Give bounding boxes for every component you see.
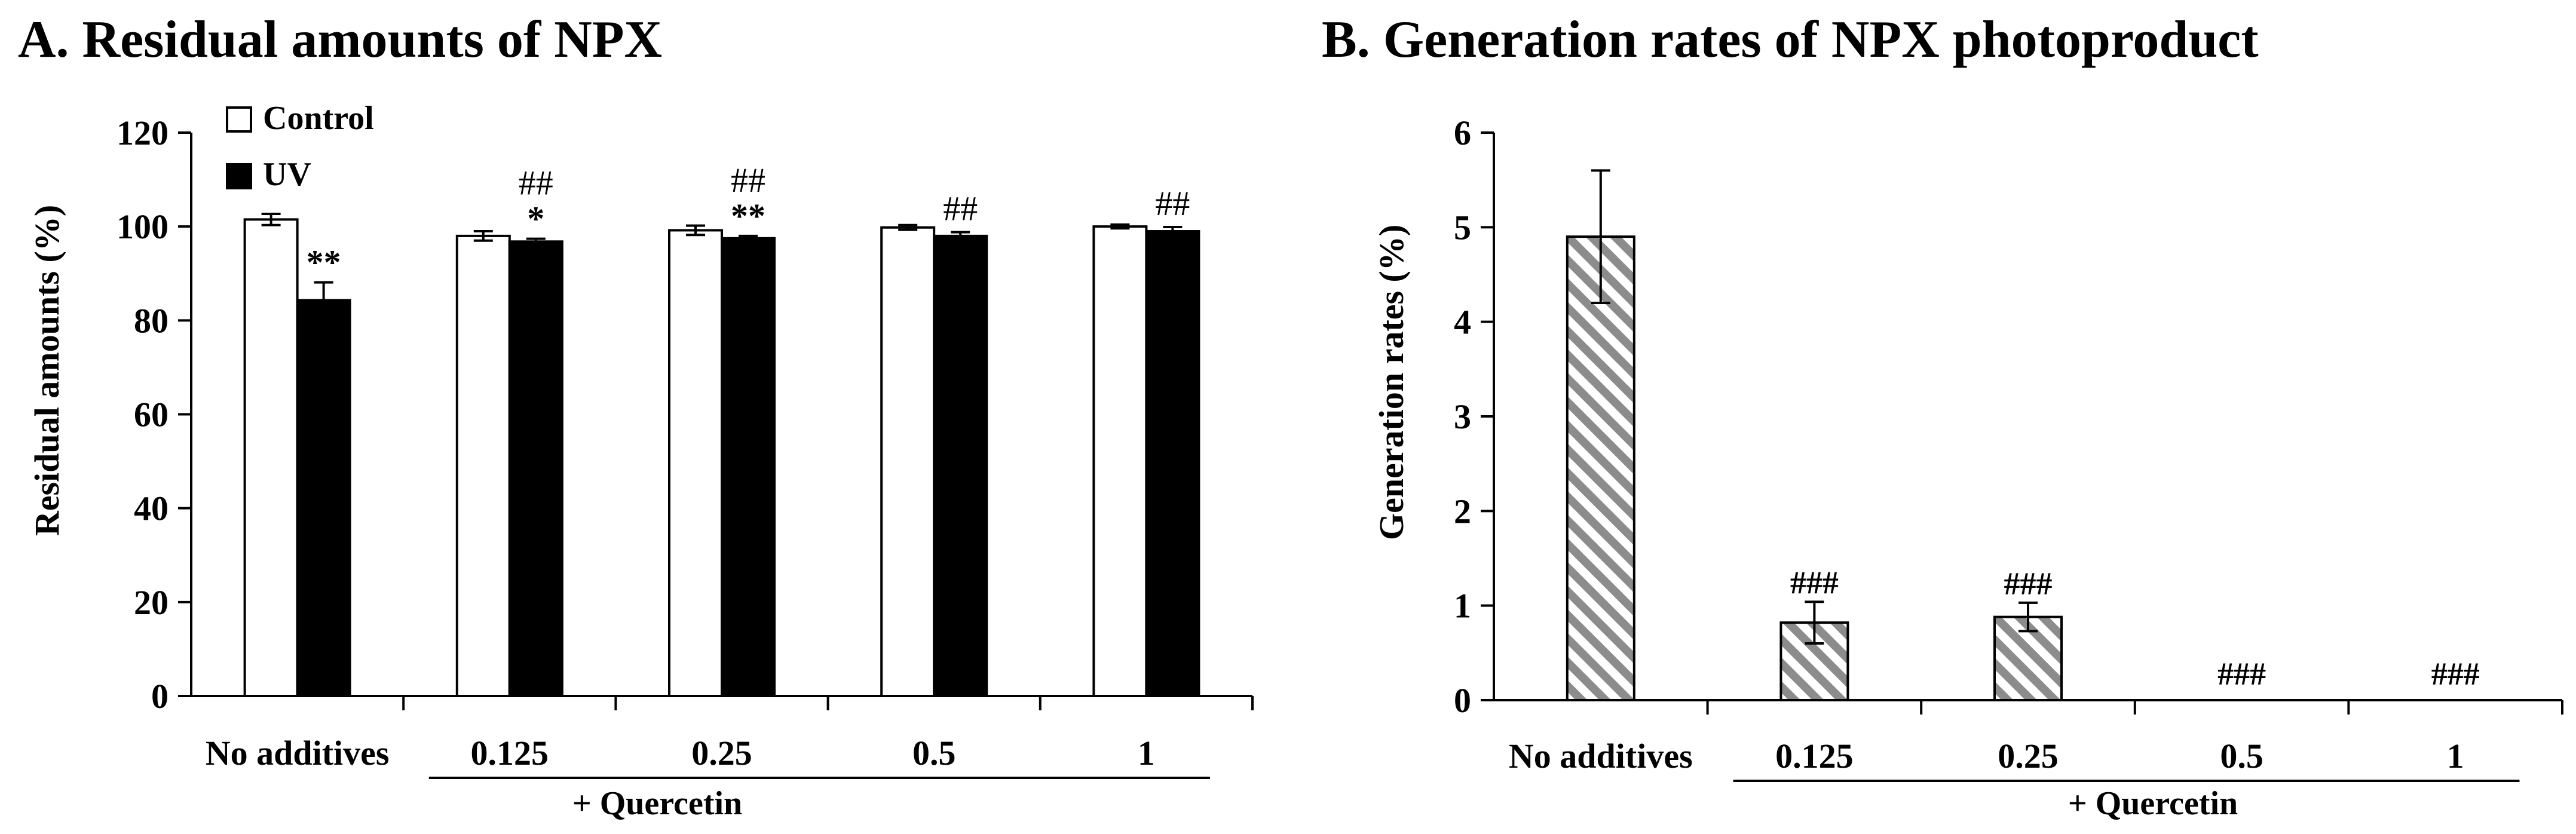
panel-a-category-label: 0.125 [471, 734, 549, 772]
panel-b-title: B. Generation rates of NPX photoproduct [1322, 11, 2259, 69]
panel-a-bar-control [243, 218, 299, 698]
panel-b-category-label: 1 [2447, 737, 2464, 775]
panel-a-group-label: + Quercetin [572, 785, 742, 822]
legend-control-label: Control [263, 100, 374, 137]
panel-a-plot: 0 20 40 60 80 100 120 No additives 0.125 0.25 0.5 1… [117, 114, 1254, 779]
panel-a-group-significance-mark: ## [943, 189, 978, 228]
panel-a-y-tick-label: 100 [117, 207, 169, 246]
panel-b-significance-mark: ### [1790, 565, 1839, 600]
panel-a-bar-control [668, 229, 723, 698]
panel-b-y-axis-label: Generation rates (%) [1372, 225, 1411, 540]
panel-b-y-tick-label: 2 [1454, 492, 1471, 531]
legend-uv-label: UV [263, 156, 311, 193]
panel-a-significance-mark: ** [731, 197, 765, 235]
panel-a-category-label: No additives [206, 734, 390, 772]
panel-b-group-label: + Quercetin [2068, 785, 2238, 822]
panel-a-bar-uv [508, 240, 563, 697]
panel-a-y-axis-label: Residual amounts (%) [27, 205, 66, 536]
legend-uv-swatch [226, 163, 252, 189]
panel-b-significance-mark: ### [2217, 656, 2266, 692]
panel-a-y-tick-label: 0 [151, 677, 169, 716]
panel-b-category-label: 0.5 [2220, 737, 2263, 775]
legend-control-swatch [226, 106, 252, 133]
panel-a-y-tick-label: 20 [134, 583, 169, 622]
panel-a-bar-control [880, 226, 936, 697]
panel-a-bar-uv [933, 234, 988, 697]
panel-a-bar-uv [296, 299, 351, 698]
panel-a-category-label: 0.5 [912, 734, 956, 772]
panel-a-category-label: 0.25 [691, 734, 752, 772]
panel-a-category-label: 1 [1138, 734, 1155, 772]
panel-a-bar-control [1092, 225, 1148, 697]
panel-a-bar-uv [1145, 230, 1200, 697]
panel-a-significance-mark: * [527, 200, 544, 238]
panel-b-significance-mark: ### [2431, 656, 2480, 692]
panel-a-y-tick-label: 80 [134, 301, 169, 340]
panel-b-plot: 0 1 2 3 4 5 6 No additives 0.125 0.25 0.5 1 ### ### ##… [1454, 114, 2563, 782]
panel-b-y-tick-label: 3 [1454, 397, 1471, 436]
panel-a-group-significance-mark: ## [1155, 184, 1190, 223]
panel-a-bar-control [455, 234, 511, 697]
panel-a-significance-mark: ** [307, 243, 341, 282]
panel-b-y-tick-label: 0 [1454, 681, 1471, 720]
panel-b-bar-uv [1566, 235, 1635, 701]
panel-a-group-significance-mark: ## [731, 161, 765, 200]
panel-a-y-tick-label: 120 [117, 114, 169, 152]
panel-a-group-significance-mark: ## [519, 164, 553, 203]
panel-b-y-tick-label: 1 [1454, 587, 1471, 626]
panel-b-y-tick-label: 5 [1454, 208, 1471, 247]
panel-a-y-tick-label: 60 [134, 395, 169, 434]
panel-b-y-tick-label: 6 [1454, 114, 1471, 152]
panel-b-category-label: No additives [1509, 737, 1693, 775]
panel-b-category-label: 0.125 [1775, 737, 1854, 775]
panel-b-category-label: 0.25 [1998, 737, 2059, 775]
panel-a-y-tick-label: 40 [134, 489, 169, 528]
panel-a-title: A. Residual amounts of NPX [18, 11, 662, 69]
panel-b-significance-mark: ### [2004, 566, 2053, 602]
panel-b-y-tick-label: 4 [1454, 303, 1471, 342]
panel-a-bar-uv [721, 237, 776, 697]
